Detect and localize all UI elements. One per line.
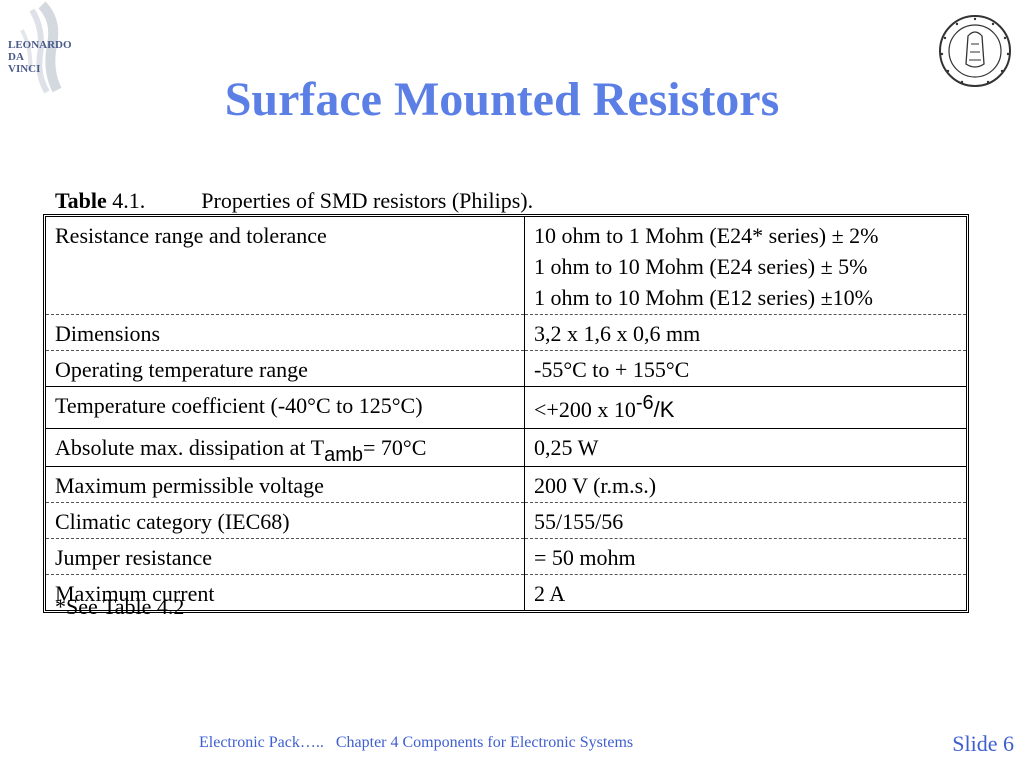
property-cell: Jumper resistance (46, 538, 525, 575)
svg-text:VINCI: VINCI (8, 63, 40, 75)
property-suffix: = 70°C (362, 435, 427, 460)
property-cell: Resistance range and tolerance (46, 217, 525, 315)
property-prefix: Absolute max. dissipation at T (55, 435, 325, 460)
value-prefix: <+200 x 10 (534, 397, 636, 422)
table-row: Maximum permissible voltage 200 V (r.m.s… (46, 466, 966, 503)
value-cell: -55°C to + 155°C (524, 350, 966, 387)
value-cell: 200 V (r.m.s.) (524, 466, 966, 503)
table-footnote: *See Table 4.2 (55, 594, 185, 619)
property-cell: Dimensions (46, 314, 525, 351)
value-cell: 10 ohm to 1 Mohm (E24* series) ± 2% 1 oh… (534, 223, 879, 310)
caption-text: Properties of SMD resistors (Philips). (201, 188, 534, 213)
footer-chapter: Chapter 4 Components for Electronic Syst… (335, 734, 634, 751)
property-cell: Maximum current (46, 574, 525, 610)
slide-number: Slide 6 (952, 731, 1014, 756)
university-seal-logo (938, 14, 1012, 88)
leonardo-da-vinci-logo: LEONARDO DA VINCI (2, 0, 72, 95)
property-cell: Climatic category (IEC68) (46, 502, 525, 539)
table-row: Climatic category (IEC68) 55/155/56 (46, 502, 966, 539)
value-cell: 3,2 x 1,6 x 0,6 mm (524, 314, 966, 351)
table-row: Resistance range and tolerance 10 ohm to… (46, 217, 966, 315)
table-row: Absolute max. dissipation at Tamb= 70°C … (46, 428, 966, 467)
value-exponent: -6 (635, 392, 654, 414)
value-cell: <+200 x 10-6/K (524, 386, 966, 429)
slide-title: Surface Mounted Resistors (224, 73, 780, 126)
table-caption: Table 4.1. Properties of SMD resistors (P… (55, 188, 533, 214)
value-suffix: /K (653, 397, 675, 422)
svg-text:DA: DA (8, 51, 24, 63)
property-cell: Operating temperature range (46, 350, 525, 387)
value-cell: 0,25 W (524, 428, 966, 467)
caption-number: 4.1. (112, 188, 146, 213)
caption-label: Table (55, 188, 107, 213)
property-subscript: amb (324, 444, 363, 466)
property-cell: Absolute max. dissipation at Tamb= 70°C (46, 428, 525, 467)
table-row: Jumper resistance = 50 mohm (46, 538, 966, 575)
table-row: Dimensions 3,2 x 1,6 x 0,6 mm (46, 314, 966, 351)
table-row: Temperature coefficient (-40°C to 125°C)… (46, 386, 966, 429)
property-cell: Maximum permissible voltage (46, 466, 525, 503)
slide-footer: Electronic Pack….. Chapter 4 Components f… (199, 734, 633, 752)
value-cell: = 50 mohm (524, 538, 966, 575)
property-cell: Temperature coefficient (-40°C to 125°C) (46, 386, 525, 429)
footer-course: Electronic Pack….. (199, 734, 324, 751)
properties-table: Resistance range and tolerance 10 ohm to… (43, 214, 969, 613)
table-row: Maximum current 2 A (46, 574, 966, 610)
value-cell: 55/155/56 (524, 502, 966, 539)
table-row: Operating temperature range -55°C to + 1… (46, 350, 966, 387)
svg-text:LEONARDO: LEONARDO (8, 39, 72, 51)
value-cell: 2 A (524, 574, 966, 610)
